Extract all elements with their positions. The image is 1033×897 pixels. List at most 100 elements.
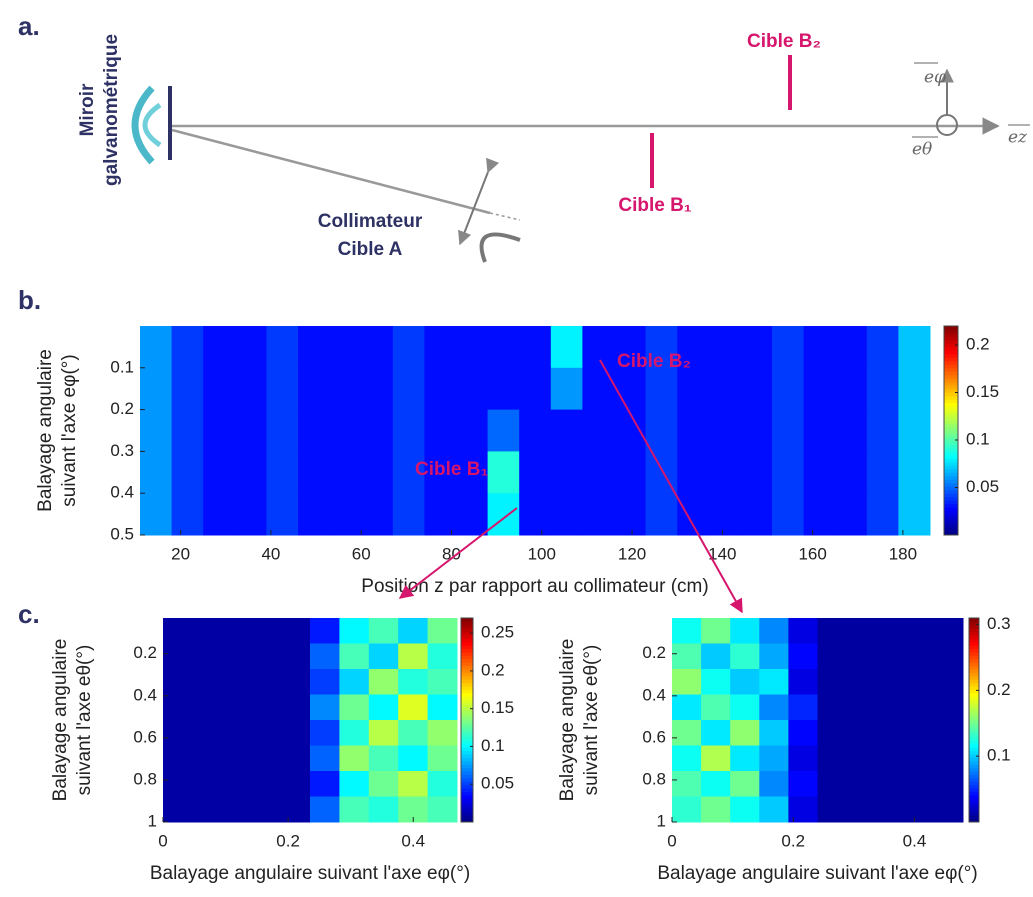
heat-cell — [203, 451, 236, 494]
colorbar-step — [944, 500, 958, 505]
colorbar-step — [461, 669, 473, 673]
y-tick-label: 0.2 — [133, 643, 157, 662]
colorbar-step — [944, 416, 958, 421]
heat-cell — [817, 720, 848, 746]
collimator — [479, 232, 521, 263]
colorbar-step — [969, 665, 979, 670]
colorbar-step — [461, 716, 473, 721]
colorbar-step — [969, 720, 979, 724]
heat-cell — [251, 669, 282, 695]
colorbar-step — [969, 618, 979, 622]
heat-cell — [898, 451, 931, 494]
heat-cell — [310, 745, 340, 772]
heat-cell — [788, 771, 818, 797]
panel-label: b. — [18, 285, 41, 315]
heat-cell — [456, 451, 489, 494]
heat-cell — [519, 409, 552, 452]
panel-label: c. — [18, 599, 40, 629]
heat-cell — [772, 367, 805, 411]
heat-cell — [701, 618, 731, 644]
heat-cell — [875, 745, 906, 772]
colorbar-step — [944, 521, 958, 526]
colorbar-step — [461, 655, 473, 660]
heat-cell — [550, 451, 583, 494]
heat-cell — [310, 643, 340, 670]
heat-cell — [163, 796, 193, 823]
colorbar-step — [969, 692, 979, 697]
heat-cell — [904, 694, 935, 721]
heat-cell — [759, 745, 789, 772]
heat-cell — [329, 367, 362, 411]
colorbar-step — [944, 458, 958, 463]
colorbar-step — [969, 791, 979, 796]
heat-cell — [672, 720, 702, 746]
colorbar-step — [944, 493, 958, 498]
colorbar-step — [969, 808, 979, 813]
colorbar-step — [944, 326, 958, 330]
colorbar-step — [944, 451, 958, 456]
heat-cell — [759, 694, 789, 721]
heat-cell — [730, 694, 760, 721]
heat-cell — [163, 720, 193, 746]
heat-cell — [788, 643, 818, 670]
heat-cell — [487, 326, 520, 369]
heat-cell — [221, 669, 252, 695]
x-tick-label: 20 — [171, 544, 190, 563]
colorbar-step — [944, 479, 958, 484]
heat-cell — [203, 367, 236, 411]
colorbar-step — [944, 489, 958, 494]
colorbar-step — [944, 510, 958, 515]
heat-cell — [398, 618, 429, 644]
heat-cell — [582, 451, 615, 494]
colorbar-step — [461, 689, 473, 694]
colorbar-step — [944, 433, 958, 438]
colorbar-label: 0.1 — [987, 746, 1011, 765]
colorbar-step — [969, 631, 979, 636]
x-tick-label: 0 — [158, 831, 167, 850]
colorbar-step — [944, 496, 958, 501]
heat-cell — [163, 669, 193, 695]
heat-cell — [875, 720, 906, 746]
heat-cell — [427, 720, 458, 746]
heat-cell — [730, 720, 760, 746]
colorbar-step — [461, 662, 473, 667]
beam — [171, 128, 491, 215]
heat-cell — [772, 409, 805, 452]
y-tick-label: 0.4 — [133, 685, 157, 704]
heat-cell — [487, 409, 520, 452]
heat-cell — [203, 409, 236, 452]
heat-cell — [904, 745, 935, 772]
heat-cell — [192, 669, 223, 695]
colorbar-step — [944, 468, 958, 473]
colorbar-step — [969, 740, 979, 745]
heat-cell — [759, 771, 789, 797]
colorbar-step — [461, 628, 473, 633]
heat-cell — [708, 451, 741, 494]
colorbar-label: 0.15 — [481, 698, 514, 717]
heat-cell — [329, 451, 362, 494]
heat-cell — [759, 618, 789, 644]
heat-cell — [817, 745, 848, 772]
heat-cell — [221, 643, 252, 670]
heat-cell — [817, 643, 848, 670]
y-tick-label: 0.6 — [642, 727, 666, 746]
colorbar-step — [461, 818, 473, 823]
heat-cell — [192, 643, 223, 670]
heat-cell — [866, 367, 899, 411]
colorbar-step — [461, 750, 473, 755]
heat-cell — [708, 409, 741, 452]
heat-cell — [835, 326, 868, 369]
heat-cell — [519, 367, 552, 411]
heat-cell — [163, 745, 193, 772]
colorbar-step — [461, 641, 473, 646]
colorbar-step — [944, 427, 958, 431]
colorbar-step — [944, 465, 958, 470]
y-tick-label: 0.4 — [110, 483, 134, 502]
vector-label: eθ — [912, 140, 932, 160]
colorbar-step — [944, 392, 958, 397]
heat-cell — [846, 618, 877, 644]
heat-cell — [203, 326, 236, 369]
colorbar-step — [969, 818, 979, 823]
colorbar-step — [969, 679, 979, 684]
colorbar-step — [461, 743, 473, 748]
